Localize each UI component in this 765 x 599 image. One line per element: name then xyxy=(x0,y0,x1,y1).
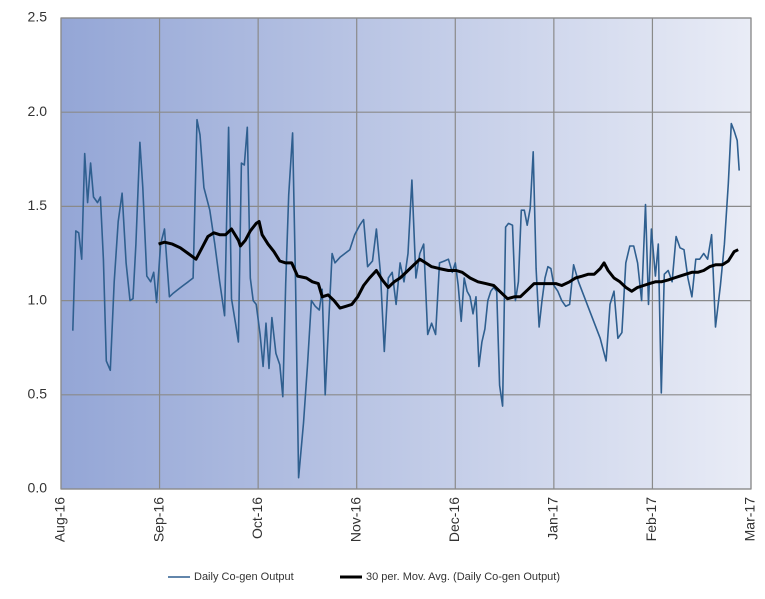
y-tick-label: 1.5 xyxy=(28,197,48,213)
legend-label: Daily Co-gen Output xyxy=(194,571,294,583)
legend-label: 30 per. Mov. Avg. (Daily Co-gen Output) xyxy=(366,571,560,583)
x-tick-label: Jan-17 xyxy=(545,497,561,540)
series-line xyxy=(158,220,739,310)
x-tick-label: Dec-16 xyxy=(446,497,462,542)
series-line xyxy=(72,118,740,479)
x-tick-label: Mar-17 xyxy=(742,497,758,542)
x-tick-label: Nov-16 xyxy=(347,497,363,542)
x-tick-label: Aug-16 xyxy=(52,497,68,542)
y-tick-label: 2.5 xyxy=(28,9,48,25)
y-tick-label: 0.5 xyxy=(28,386,48,402)
x-tick-label: Feb-17 xyxy=(643,497,659,542)
y-tick-label: 0.0 xyxy=(28,480,48,496)
plot-border xyxy=(60,17,752,490)
y-tick-label: 2.0 xyxy=(28,103,48,119)
x-tick-label: Oct-16 xyxy=(249,497,265,539)
x-tick-label: Sep-16 xyxy=(150,497,166,542)
y-tick-label: 1.0 xyxy=(28,291,48,307)
